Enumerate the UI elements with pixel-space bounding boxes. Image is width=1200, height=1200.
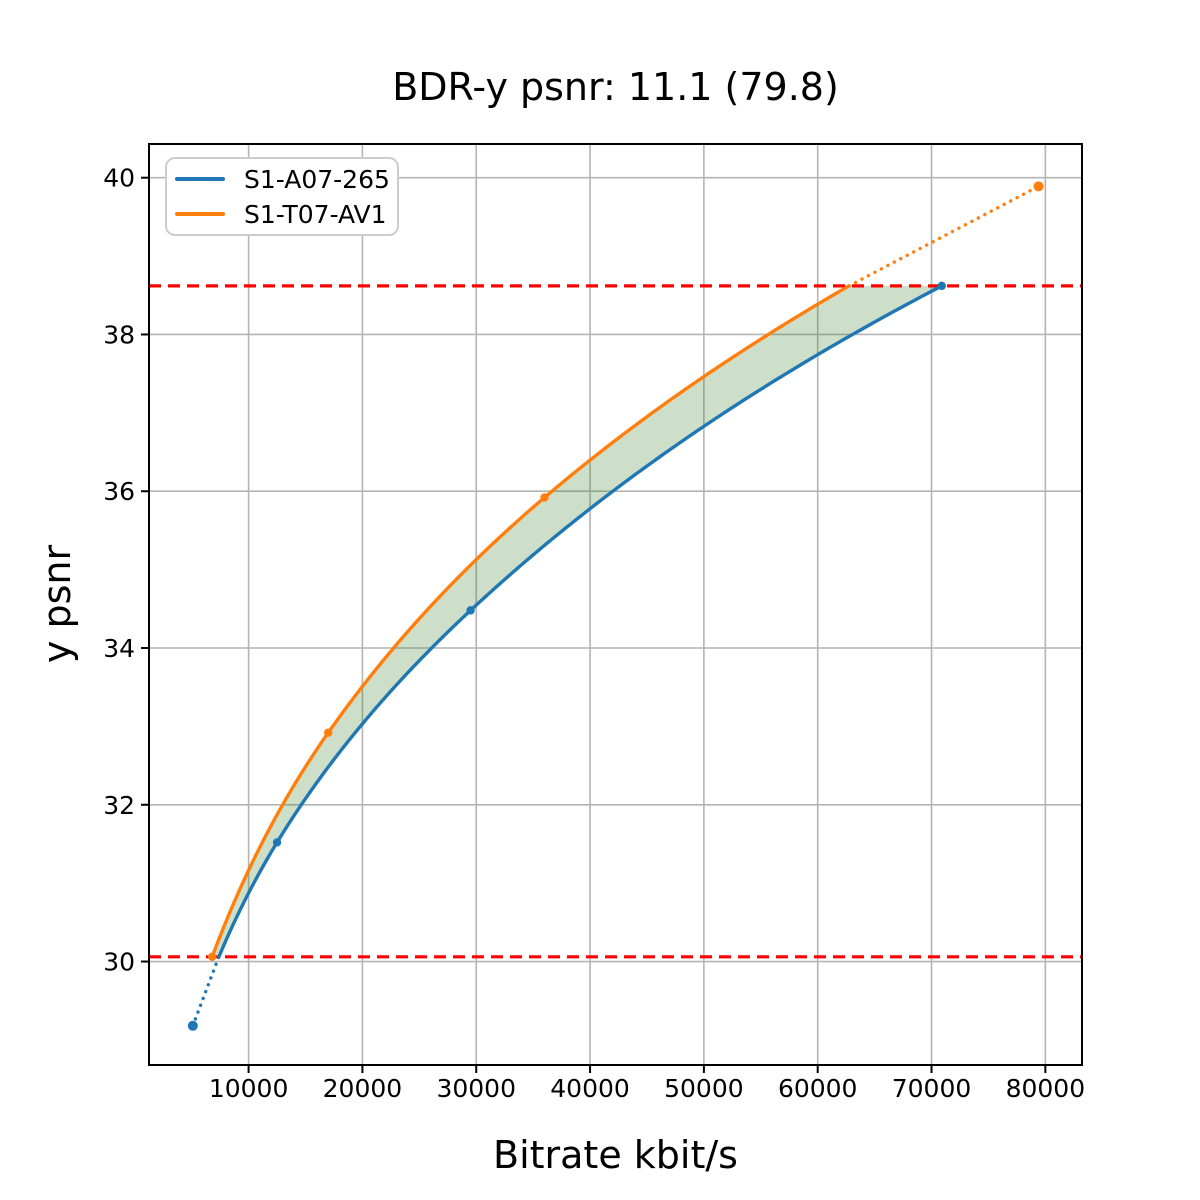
- legend-label: S1-A07-265: [244, 164, 390, 194]
- bd-rate-shaded-area: [212, 285, 942, 957]
- x-tick-label: 30000: [436, 1074, 516, 1103]
- series-0-point: [466, 606, 475, 615]
- x-tick-label: 20000: [323, 1074, 403, 1103]
- legend-item-s1-a07-265: S1-A07-265: [175, 162, 397, 197]
- legend-item-s1-t07-av1: S1-T07-AV1: [175, 197, 397, 232]
- legend-line-blue-icon: [175, 177, 225, 181]
- series-0-point: [187, 1020, 198, 1031]
- series-1-point: [324, 728, 333, 737]
- series-1-point: [540, 493, 549, 502]
- axes-spines: [148, 143, 1083, 1066]
- y-tick-label: 34: [103, 634, 135, 663]
- y-tick-label: 38: [103, 320, 135, 349]
- series-1-point: [1033, 181, 1044, 192]
- legend-label: S1-T07-AV1: [244, 199, 387, 229]
- series-1-dotted-segment: [847, 184, 1041, 288]
- x-tick-label: 10000: [209, 1074, 289, 1103]
- x-tick-label: 70000: [892, 1074, 972, 1103]
- series-0-point: [272, 838, 282, 847]
- y-tick-label: 30: [103, 948, 135, 977]
- x-tick-label: 60000: [778, 1074, 858, 1103]
- x-tick-label: 80000: [1006, 1074, 1086, 1103]
- series-0-dotted-segment: [191, 955, 221, 1028]
- y-tick-label: 36: [103, 477, 135, 506]
- x-axis-label: Bitrate kbit/s: [493, 1133, 738, 1177]
- x-tick-label: 50000: [664, 1074, 744, 1103]
- series-0-curve: [217, 284, 944, 959]
- y-tick-label: 32: [103, 791, 135, 820]
- y-axis-label: y psnr: [35, 544, 79, 664]
- x-tick-label: 40000: [550, 1074, 630, 1103]
- series-1-point: [207, 952, 217, 962]
- legend: S1-A07-265 S1-T07-AV1: [165, 157, 399, 236]
- y-tick-label: 40: [103, 164, 135, 193]
- series-1-curve: [210, 284, 851, 959]
- chart-title: BDR-y psnr: 11.1 (79.8): [392, 65, 839, 109]
- series-0-point: [937, 281, 946, 291]
- legend-line-orange-icon: [175, 212, 225, 216]
